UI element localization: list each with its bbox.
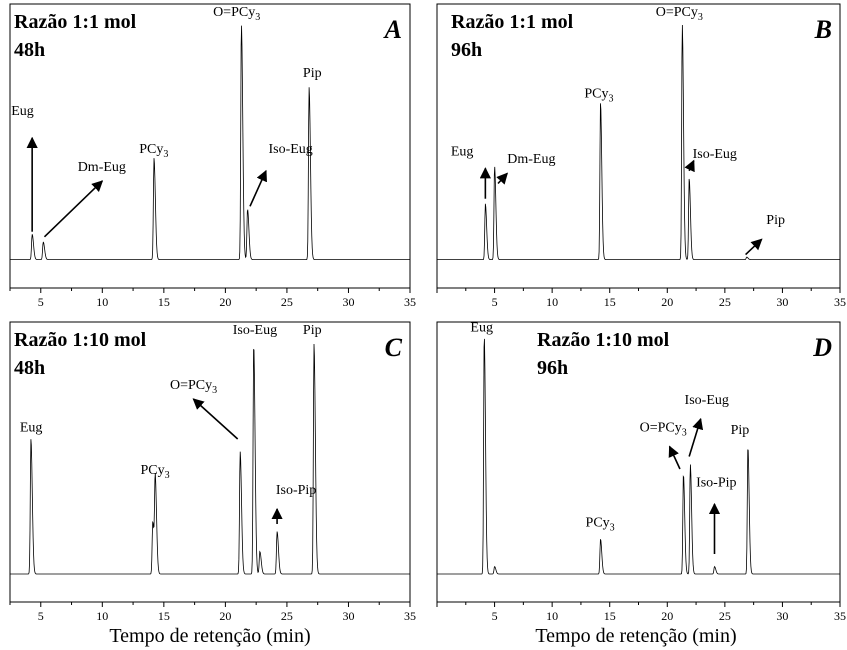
plot-frame xyxy=(436,321,841,603)
x-tick-label: 20 xyxy=(219,609,231,623)
panels-group: 5 10 15 20 25 30 35 Razão 1:1 mol 48h A Eug Dm-Eug P… xyxy=(9,3,846,623)
peak-label-iso-eug: Iso-Eug xyxy=(233,323,277,338)
peak-arrow xyxy=(668,445,681,470)
x-tick-label: 35 xyxy=(404,295,416,309)
x-tick-label: 10 xyxy=(546,609,558,623)
x-tick-label: 35 xyxy=(834,295,846,309)
plot-frame xyxy=(9,3,411,289)
chromatogram-trace xyxy=(10,343,410,575)
peak-label-eug: Eug xyxy=(20,421,43,436)
peak-label-eug: Eug xyxy=(451,145,474,160)
x-tick-label: 30 xyxy=(776,295,788,309)
peak-label-iso-pip: Iso-Pip xyxy=(696,476,736,491)
panel-letter: B xyxy=(814,15,832,44)
panel-title-line: 48h xyxy=(14,39,45,61)
panel-d: 5 10 15 20 25 30 35 Razão 1:10 mol 96h D Eug PCy3 O=… xyxy=(436,321,846,623)
peak-arrow xyxy=(745,238,763,256)
peak-label-pip: Pip xyxy=(303,66,322,81)
x-tick-label: 5 xyxy=(38,609,44,623)
peak-label-eug: Eug xyxy=(470,321,493,336)
peak-label-pcy: PCy3 xyxy=(140,463,169,481)
x-tick-label: 15 xyxy=(604,295,616,309)
peak-label-pip: Pip xyxy=(731,423,750,438)
peak-label-o-pcy: O=PCy3 xyxy=(213,5,260,23)
peak-label-o-pcy: O=PCy3 xyxy=(656,5,703,23)
peak-label-dm-eug: Dm-Eug xyxy=(507,152,555,167)
peak-arrow xyxy=(684,159,695,173)
x-tick-label: 20 xyxy=(661,295,673,309)
x-tick-label: 20 xyxy=(661,609,673,623)
panel-b: 5 10 15 20 25 30 35 Razão 1:1 mol 96h B Eug Dm-Eug P… xyxy=(436,3,846,309)
panel-title-line: 96h xyxy=(537,357,568,379)
chromatogram-trace xyxy=(437,24,840,260)
peak-arrow xyxy=(496,172,508,185)
peak-arrow xyxy=(43,180,104,238)
peak-label-iso-eug: Iso-Eug xyxy=(693,147,737,162)
x-tick-label: 25 xyxy=(719,295,731,309)
x-tick-label: 15 xyxy=(158,609,170,623)
peak-arrow xyxy=(688,417,704,457)
panel-a: 5 10 15 20 25 30 35 Razão 1:1 mol 48h A Eug Dm-Eug P… xyxy=(9,3,416,309)
panel-title-line: Razão 1:10 mol xyxy=(537,329,670,351)
x-tick-label: 25 xyxy=(281,609,293,623)
peak-label-eug: Eug xyxy=(11,104,34,119)
peak-arrow xyxy=(249,169,267,207)
chromatogram-trace xyxy=(10,25,410,260)
x-axis-title-right: Tempo de retenção (min) xyxy=(535,625,736,647)
panel-letter: D xyxy=(812,333,832,362)
peak-label-o-pcy: O=PCy3 xyxy=(170,378,217,396)
peak-arrow xyxy=(192,398,239,440)
x-tick-label: 10 xyxy=(546,295,558,309)
x-tick-label: 30 xyxy=(342,295,354,309)
plot-frame xyxy=(436,3,841,289)
x-tick-label: 25 xyxy=(719,609,731,623)
peak-label-dm-eug: Dm-Eug xyxy=(78,160,126,175)
x-tick-label: 35 xyxy=(404,609,416,623)
panel-title-line: Razão 1:10 mol xyxy=(14,329,147,351)
x-tick-label: 5 xyxy=(492,609,498,623)
x-tick-label: 5 xyxy=(492,295,498,309)
x-tick-label: 25 xyxy=(281,295,293,309)
chromatogram-trace xyxy=(437,338,840,575)
panel-letter: A xyxy=(383,15,402,44)
peak-label-iso-pip: Iso-Pip xyxy=(276,483,316,498)
plot-frame xyxy=(9,321,411,603)
x-tick-label: 5 xyxy=(38,295,44,309)
panel-title-line: 48h xyxy=(14,357,45,379)
x-axis-title-left: Tempo de retenção (min) xyxy=(109,625,310,647)
x-tick-label: 30 xyxy=(776,609,788,623)
peak-label-pip: Pip xyxy=(766,213,785,228)
peak-label-o-pcy: O=PCy3 xyxy=(640,421,687,439)
panel-c: 5 10 15 20 25 30 35 Razão 1:10 mol 48h C Eug PCy3 O=… xyxy=(9,321,416,623)
peak-label-pcy: PCy3 xyxy=(584,86,613,104)
panel-title-line: 96h xyxy=(451,39,482,61)
x-tick-label: 30 xyxy=(342,609,354,623)
x-tick-label: 10 xyxy=(96,295,108,309)
peak-label-pcy: PCy3 xyxy=(139,142,168,160)
panel-title-line: Razão 1:1 mol xyxy=(14,11,137,33)
peak-label-pip: Pip xyxy=(303,323,322,338)
x-tick-label: 10 xyxy=(96,609,108,623)
peak-label-iso-eug: Iso-Eug xyxy=(268,142,312,157)
x-tick-label: 35 xyxy=(834,609,846,623)
x-tick-label: 15 xyxy=(604,609,616,623)
x-tick-label: 15 xyxy=(158,295,170,309)
x-tick-label: 20 xyxy=(219,295,231,309)
panel-title-line: Razão 1:1 mol xyxy=(451,11,574,33)
peak-label-pcy: PCy3 xyxy=(586,516,615,534)
panel-letter: C xyxy=(385,333,403,362)
peak-label-iso-eug: Iso-Eug xyxy=(685,393,729,408)
